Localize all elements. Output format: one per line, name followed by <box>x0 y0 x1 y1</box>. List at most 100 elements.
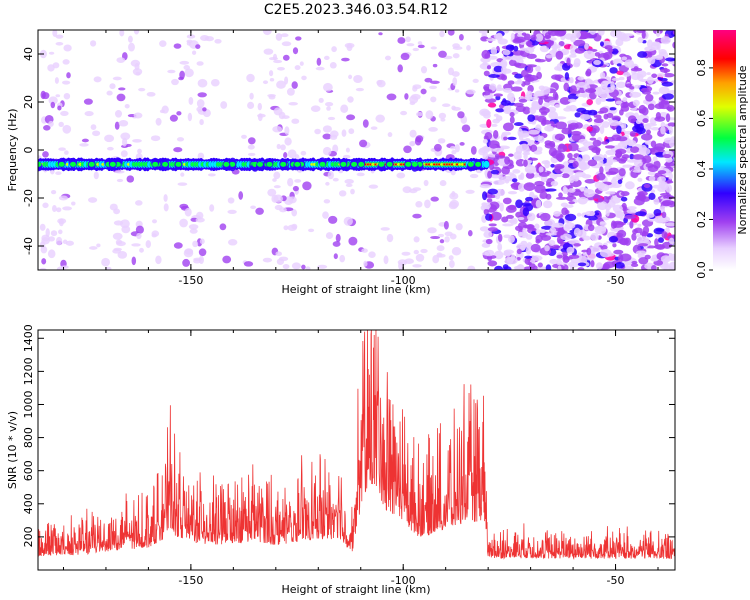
heatmap-cell <box>490 123 498 127</box>
heatmap-cell <box>412 213 422 219</box>
heatmap-cell <box>341 129 347 137</box>
heatmap-cell <box>517 78 522 83</box>
heatmap-cell <box>151 219 158 224</box>
heatmap-cell <box>515 36 526 43</box>
heatmap-cell <box>594 52 601 57</box>
heatmap-cell <box>536 71 542 80</box>
heatmap-cell <box>619 157 628 162</box>
heatmap-cell <box>550 163 555 168</box>
snr-y-tick-label: 600 <box>22 460 35 481</box>
snr-y-tick-label: 400 <box>22 493 35 514</box>
heatmap-cell <box>404 93 409 100</box>
heatmap-cell <box>41 258 47 265</box>
heatmap-cell <box>198 255 204 265</box>
heatmap-cell <box>493 147 504 153</box>
heatmap-cell <box>155 117 162 126</box>
heatmap-cell <box>81 138 89 143</box>
heatmap-cell <box>647 51 653 58</box>
heatmap-cell <box>658 49 667 55</box>
heatmap-cell <box>188 224 199 230</box>
heatmap-cell <box>451 106 461 111</box>
heatmap-cell <box>279 207 287 213</box>
heatmap-cell <box>617 229 627 238</box>
heatmap-cell <box>531 230 538 235</box>
heatmap-cell <box>275 33 283 41</box>
heatmap-cell <box>177 182 188 186</box>
heatmap-cell <box>55 171 62 176</box>
heatmap-cell <box>454 144 460 153</box>
heatmap-cell <box>627 115 637 123</box>
heatmap-cell <box>332 241 341 247</box>
heatmap-cell <box>590 260 595 268</box>
heatmap-cell <box>515 211 524 218</box>
heatmap-cell <box>70 161 76 167</box>
heatmap-cell <box>287 149 297 159</box>
heatmap-cell <box>552 91 558 100</box>
heatmap-cell <box>427 227 437 234</box>
heatmap-cell <box>569 85 577 94</box>
heatmap-cell <box>522 207 530 217</box>
heatmap-cell <box>537 262 543 268</box>
heatmap-cell <box>495 108 505 113</box>
heatmap-cell <box>323 55 330 61</box>
heatmap-cell <box>648 192 656 201</box>
heatmap-cell <box>522 227 527 236</box>
heatmap-cell <box>109 161 116 167</box>
heatmap-cell <box>495 115 503 122</box>
heatmap-cell <box>116 178 124 183</box>
heatmap-cell <box>490 169 500 175</box>
heatmap-cell <box>40 245 48 254</box>
heatmap-cell <box>503 250 510 257</box>
heatmap-cell <box>90 124 97 131</box>
heatmap-cell <box>262 257 273 263</box>
heatmap-cell <box>247 144 255 150</box>
heatmap-cell <box>48 120 54 127</box>
heatmap-cell <box>437 233 445 238</box>
heatmap-cell <box>524 255 533 259</box>
heatmap-cell <box>526 90 533 98</box>
heatmap-cell <box>363 260 368 267</box>
heatmap-cell <box>539 45 550 53</box>
heatmap-cell <box>281 41 292 47</box>
heatmap-cell <box>647 103 655 111</box>
heatmap-cell <box>517 128 523 138</box>
heatmap-cell <box>455 223 463 231</box>
heatmap-cell <box>614 262 625 269</box>
heatmap-cell <box>584 210 596 217</box>
heatmap-cell <box>195 217 205 223</box>
heatmap-cell <box>294 179 302 183</box>
heatmap-cell <box>564 213 577 222</box>
heatmap-cell <box>516 155 522 159</box>
heatmap-cell <box>659 192 671 197</box>
heatmap-cell <box>541 225 553 230</box>
heatmap-cell <box>555 196 568 200</box>
heatmap-cell <box>316 57 322 66</box>
heatmap-cell <box>524 165 537 174</box>
heatmap-cell <box>186 39 193 44</box>
heatmap-cell <box>526 212 536 222</box>
heatmap-cell <box>660 100 670 105</box>
heatmap-cell <box>465 189 475 194</box>
heatmap-cell <box>452 43 460 49</box>
heatmap-cell <box>629 86 635 90</box>
heatmap-cell <box>135 200 143 206</box>
heatmap-cell <box>493 113 499 117</box>
heatmap-cell <box>558 41 565 47</box>
heatmap-cell <box>429 80 440 84</box>
heatmap-cell <box>127 35 133 43</box>
heatmap-cell <box>63 92 71 100</box>
heatmap-cell <box>530 144 538 153</box>
heatmap-cell <box>632 99 640 107</box>
heatmap-cell <box>612 243 617 248</box>
heatmap-cell <box>184 207 192 217</box>
heatmap-cell <box>112 76 122 81</box>
colorbar-label: Normalized spectral amplitude <box>736 65 749 234</box>
heatmap-cell <box>457 111 465 119</box>
heatmap-cell <box>116 93 126 102</box>
heatmap-cell <box>451 149 457 155</box>
heatmap-cell <box>575 175 580 181</box>
heatmap-cell <box>584 179 596 184</box>
heatmap-cell <box>186 34 196 39</box>
heatmap-cell <box>398 261 405 270</box>
heatmap-cell <box>503 136 508 141</box>
